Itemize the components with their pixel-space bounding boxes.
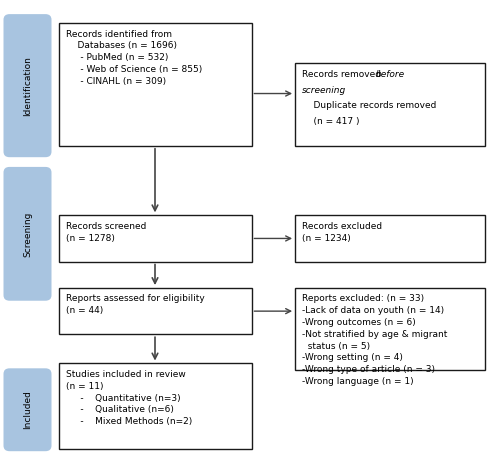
Bar bbox=[295, 215, 485, 262]
Text: Records excluded
(n = 1234): Records excluded (n = 1234) bbox=[302, 222, 382, 243]
Text: Duplicate records removed: Duplicate records removed bbox=[302, 101, 436, 110]
Bar bbox=[59, 288, 252, 334]
Text: Screening: Screening bbox=[23, 211, 32, 257]
Bar bbox=[295, 63, 485, 146]
Bar bbox=[295, 288, 485, 370]
Bar bbox=[59, 215, 252, 262]
Text: Records identified from
    Databases (n = 1696)
     - PubMed (n = 532)
     - : Records identified from Databases (n = 1… bbox=[66, 30, 202, 86]
Text: Reports assessed for eligibility
(n = 44): Reports assessed for eligibility (n = 44… bbox=[66, 294, 205, 315]
Text: screening: screening bbox=[302, 86, 346, 94]
Bar bbox=[59, 363, 252, 449]
Text: Reports excluded: (n = 33)
-Lack of data on youth (n = 14)
-Wrong outcomes (n = : Reports excluded: (n = 33) -Lack of data… bbox=[302, 294, 448, 386]
Text: Records screened
(n = 1278): Records screened (n = 1278) bbox=[66, 222, 146, 243]
Text: Records removed: Records removed bbox=[302, 70, 384, 79]
Text: :: : bbox=[340, 86, 343, 94]
Text: (n = 417 ): (n = 417 ) bbox=[302, 117, 360, 126]
FancyBboxPatch shape bbox=[4, 369, 51, 451]
Bar bbox=[59, 23, 252, 146]
Text: Identification: Identification bbox=[23, 56, 32, 116]
Text: before: before bbox=[376, 70, 405, 79]
FancyBboxPatch shape bbox=[4, 167, 51, 301]
Text: Studies included in review
(n = 11)
     -    Quantitative (n=3)
     -    Quali: Studies included in review (n = 11) - Qu… bbox=[66, 370, 192, 426]
FancyBboxPatch shape bbox=[4, 14, 51, 157]
Text: Included: Included bbox=[23, 390, 32, 429]
